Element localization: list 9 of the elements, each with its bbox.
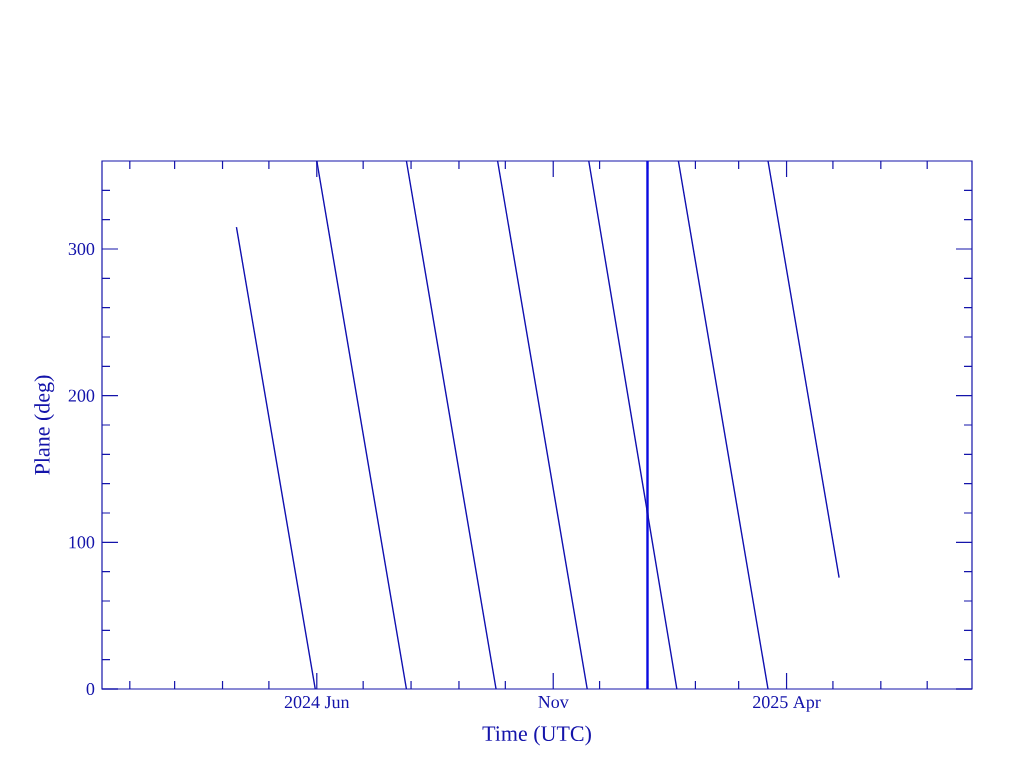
y-tick-label: 100: [69, 536, 95, 549]
x-axis-title: Time (UTC): [482, 725, 591, 746]
y-tick-label: 200: [68, 389, 95, 402]
y-tick-label: 300: [68, 242, 95, 256]
x-tick-label: Nov: [538, 696, 569, 709]
x-tick-label: 2025 Apr: [753, 696, 821, 712]
y-tick-label: 0: [86, 682, 95, 696]
y-axis-title: Plane (deg): [34, 375, 55, 475]
x-tick-label: 2024 Jun: [284, 696, 350, 709]
